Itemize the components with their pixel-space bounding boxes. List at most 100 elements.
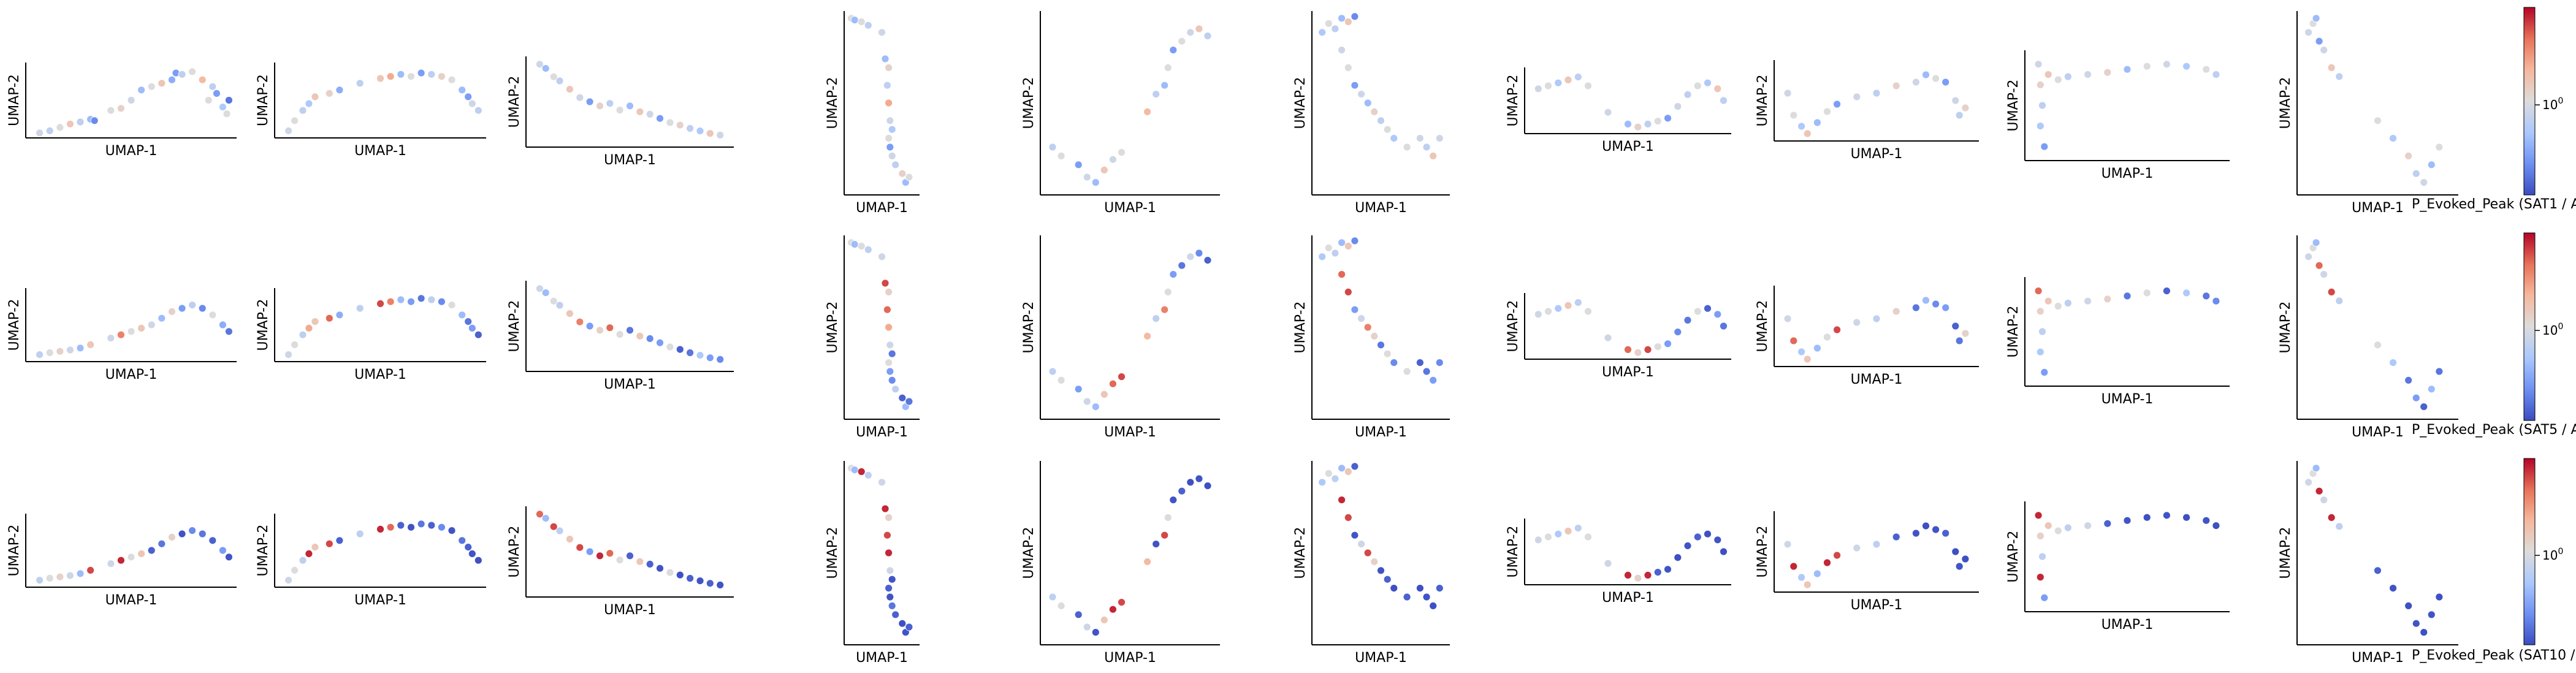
scatter-point bbox=[1534, 310, 1542, 319]
umap-panel: UMAP-1 UMAP-2 bbox=[1021, 461, 1220, 666]
scatter-point bbox=[676, 345, 684, 354]
scatter-point bbox=[576, 543, 584, 552]
scatter-point bbox=[1363, 99, 1372, 107]
scatter-point bbox=[1109, 379, 1117, 388]
scatter-point bbox=[1416, 359, 1424, 367]
scatter-point bbox=[291, 566, 299, 574]
scatter-point bbox=[417, 294, 425, 303]
umap-panel: UMAP-1 UMAP-2 bbox=[1021, 235, 1220, 440]
scatter-point bbox=[883, 531, 891, 539]
umap-panel: UMAP-1 UMAP-2 bbox=[825, 461, 920, 666]
x-axis-label: UMAP-1 bbox=[604, 377, 656, 392]
scatter-point bbox=[2063, 523, 2072, 532]
scatter-point bbox=[1195, 25, 1203, 33]
scatter-point bbox=[716, 356, 725, 363]
y-axis-label: UMAP-2 bbox=[1021, 77, 1037, 129]
scatter-point bbox=[397, 70, 405, 78]
scatter-point bbox=[1674, 328, 1682, 336]
scatter-point bbox=[158, 314, 166, 322]
scatter-point bbox=[1942, 78, 1950, 86]
scatter-point bbox=[158, 79, 166, 88]
scatter-point bbox=[888, 575, 896, 584]
scatter-point bbox=[1892, 82, 1900, 90]
umap-panel: UMAP-1 UMAP-2 bbox=[2006, 277, 2230, 407]
umap-panel: UMAP-1 UMAP-2 bbox=[1293, 11, 1450, 216]
scatter-point bbox=[686, 574, 694, 582]
scatter-point bbox=[305, 99, 313, 108]
scatter-point bbox=[1422, 143, 1431, 151]
scatter-point bbox=[2103, 519, 2112, 528]
scatter-point bbox=[1351, 237, 1359, 245]
scatter-point bbox=[636, 107, 644, 116]
scatter-point bbox=[1932, 525, 1940, 534]
x-axis-label: UMAP-1 bbox=[1602, 365, 1654, 380]
scatter-point bbox=[2054, 302, 2062, 310]
scatter-point bbox=[2304, 28, 2313, 37]
scatter-point bbox=[1693, 307, 1702, 316]
y-axis-label: UMAP-2 bbox=[2006, 531, 2021, 583]
scatter-point bbox=[1344, 514, 1352, 522]
scatter-point bbox=[2123, 292, 2132, 300]
scatter-point bbox=[2036, 573, 2044, 581]
scatter-point bbox=[167, 75, 176, 84]
scatter-point bbox=[885, 584, 893, 592]
scatter-point bbox=[1338, 238, 1346, 247]
scatter-point bbox=[2435, 143, 2444, 151]
scatter-point bbox=[2320, 496, 2328, 504]
scatter-point bbox=[1357, 314, 1366, 322]
scatter-point bbox=[656, 338, 664, 347]
scatter-point bbox=[224, 553, 233, 561]
scatter-point bbox=[1584, 307, 1592, 316]
scatter-point bbox=[147, 321, 156, 329]
umap-panel: UMAP-1 UMAP-2 bbox=[1506, 519, 1731, 606]
y-axis-label: UMAP-2 bbox=[7, 525, 22, 577]
y-axis-label: UMAP-2 bbox=[825, 527, 840, 579]
scatter-point bbox=[1803, 355, 1812, 363]
scatter-point bbox=[1574, 73, 1582, 81]
scatter-point bbox=[2143, 62, 2151, 70]
scatter-point bbox=[1604, 108, 1612, 116]
scatter-point bbox=[2063, 299, 2072, 307]
scatter-point bbox=[1178, 487, 1186, 495]
scatter-point bbox=[878, 478, 886, 487]
scatter-point bbox=[1813, 569, 1821, 578]
scatter-point bbox=[716, 581, 725, 589]
scatter-point bbox=[1403, 367, 1411, 376]
scatter-point bbox=[386, 523, 395, 531]
panels-layer: UMAP-1UMAP-2UMAP-1UMAP-2UMAP-1UMAP-2UMAP… bbox=[7, 11, 2458, 666]
colorbar: 100 P_Evoked_Peak (SAT10 / A bbox=[2412, 458, 2576, 663]
scatter-point bbox=[886, 367, 894, 376]
scatter-point bbox=[66, 571, 74, 580]
scatter-point bbox=[656, 564, 664, 572]
scatter-point bbox=[56, 572, 64, 581]
scatter-point bbox=[2202, 292, 2211, 300]
scatter-point bbox=[1100, 390, 1108, 398]
scatter-point bbox=[284, 576, 293, 584]
scatter-point bbox=[1653, 568, 1662, 576]
scatter-point bbox=[2412, 619, 2420, 628]
scatter-point bbox=[857, 18, 866, 26]
scatter-point bbox=[116, 556, 125, 565]
scatter-point bbox=[1554, 78, 1563, 87]
scatter-point bbox=[90, 116, 99, 125]
scatter-point bbox=[356, 79, 364, 88]
scatter-point bbox=[1057, 602, 1065, 610]
scatter-point bbox=[2427, 385, 2436, 394]
x-axis-label: UMAP-1 bbox=[1602, 139, 1654, 154]
scatter-point bbox=[2412, 394, 2420, 402]
scatter-point bbox=[2435, 367, 2444, 376]
umap-panel: UMAP-1 UMAP-2 bbox=[1755, 60, 1979, 162]
scatter-point bbox=[2063, 72, 2072, 81]
scatter-point bbox=[1074, 161, 1083, 169]
scatter-point bbox=[305, 324, 313, 332]
scatter-point bbox=[2202, 516, 2211, 525]
x-axis-label: UMAP-1 bbox=[1104, 425, 1156, 440]
scatter-point bbox=[2320, 46, 2328, 54]
scatter-point bbox=[2103, 68, 2112, 77]
scatter-point bbox=[1186, 253, 1195, 261]
scatter-point bbox=[1109, 155, 1117, 164]
scatter-point bbox=[2036, 122, 2044, 131]
scatter-point bbox=[888, 602, 896, 610]
scatter-point bbox=[2054, 527, 2062, 535]
umap-panel: UMAP-1 UMAP-2 bbox=[2278, 461, 2458, 666]
